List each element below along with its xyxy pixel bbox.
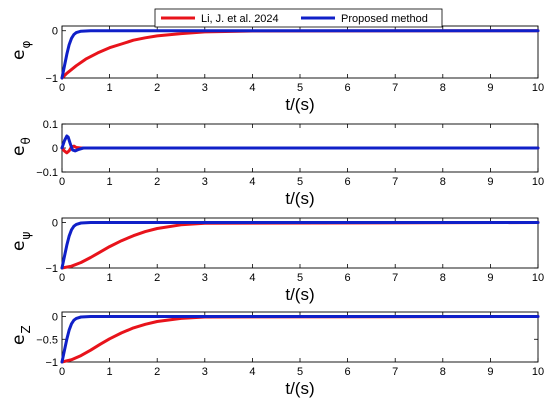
x-tick-label: 10 <box>532 272 544 284</box>
x-axis-label: t/(s) <box>285 285 314 304</box>
subplot-1: 0 1 2 3 4 5 6 7 8 9 100−1t/(s)eφ <box>9 25 544 114</box>
x-tick-label: 10 <box>532 366 544 378</box>
y-axis-label-main: e <box>9 241 29 251</box>
subplot-4: 0 1 2 3 4 5 6 7 8 9 10 0 −0.5 −1 t/(s) eZ <box>9 312 544 398</box>
series-line-proposed <box>60 221 540 270</box>
x-tick-label: 4 <box>249 366 255 378</box>
y-axis-label: eφ <box>9 41 33 60</box>
x-axis-label: t/(s) <box>285 95 314 114</box>
legend-entry-label: Proposed method <box>341 13 428 25</box>
x-tick-label: 6 <box>345 272 351 284</box>
x-tick-label: 2 <box>154 176 160 188</box>
y-axis-label: eψ <box>9 232 33 251</box>
legend: Li, J. et al. 2024 Proposed method <box>154 8 443 28</box>
x-tick-label: 1 <box>107 366 113 378</box>
x-tick-label: 5 <box>297 176 303 188</box>
subplot-2: 0 1 2 3 4 5 6 7 8 9 100.10−0.1t/(s)eθ <box>9 119 544 208</box>
y-axis-label-main: e <box>9 335 29 345</box>
y-axis-label-main: e <box>9 50 29 60</box>
y-tick-label: −0.1 <box>36 167 58 179</box>
x-tick-label: 4 <box>249 176 255 188</box>
y-tick-label: 0 <box>52 312 58 324</box>
y-tick-label: −1 <box>45 73 58 85</box>
x-tick-label: 5 <box>297 366 303 378</box>
y-axis-label-sub: φ <box>19 41 33 49</box>
subplot-3: 0 1 2 3 4 5 6 7 8 9 100−1t/(s)eψ <box>9 218 544 304</box>
y-tick-label: 0 <box>52 143 58 155</box>
series-line-li-2024 <box>60 315 540 364</box>
x-tick-label: 10 <box>532 176 544 188</box>
x-tick-label: 7 <box>392 82 398 94</box>
x-tick-label: 9 <box>487 176 493 188</box>
legend-box <box>154 8 443 28</box>
y-axis-label-main: e <box>9 146 29 156</box>
y-tick-label: −1 <box>45 263 58 275</box>
y-axis-label-sub: Z <box>19 325 33 333</box>
x-tick-label: 8 <box>440 272 446 284</box>
subplots: 0 1 2 3 4 5 6 7 8 9 100−1t/(s)eφ0 1 2 3 4 5 6 7 8 9 100.10−0… <box>9 25 544 398</box>
legend-entry-label: Li, J. et al. 2024 <box>201 13 279 25</box>
x-tick-label: 7 <box>392 272 398 284</box>
x-tick-label: 1 <box>107 176 113 188</box>
y-axis-label: eZ <box>9 325 33 345</box>
x-tick-label: 9 <box>487 366 493 378</box>
x-tick-label: 1 <box>107 82 113 94</box>
x-tick-label: 6 <box>345 366 351 378</box>
y-axis-label: eθ <box>9 137 33 156</box>
x-tick-label: 4 <box>249 82 255 94</box>
x-tick-label: 3 <box>202 272 208 284</box>
x-tick-label: 9 <box>487 82 493 94</box>
series-line-proposed <box>60 315 540 364</box>
x-tick-label: 2 <box>154 272 160 284</box>
x-tick-label: 3 <box>202 82 208 94</box>
x-tick-label: 3 <box>202 176 208 188</box>
x-tick-label: 3 <box>202 366 208 378</box>
x-axis-label: t/(s) <box>285 379 314 398</box>
series-line-proposed <box>60 29 540 80</box>
x-tick-label: 5 <box>297 82 303 94</box>
x-tick-label: 2 <box>154 366 160 378</box>
x-tick-label: 4 <box>249 272 255 284</box>
x-tick-label: 9 <box>487 272 493 284</box>
x-tick-label: 1 <box>107 272 113 284</box>
y-tick-label: −0.5 <box>36 334 58 346</box>
y-axis-label-sub: ψ <box>19 232 33 240</box>
x-tick-label: 5 <box>297 272 303 284</box>
x-tick-label: 7 <box>392 366 398 378</box>
x-tick-label: 7 <box>392 176 398 188</box>
x-tick-label: 0 <box>59 366 65 378</box>
x-tick-label: 8 <box>440 82 446 94</box>
x-tick-label: 6 <box>345 176 351 188</box>
series-line-li-2024 <box>60 221 540 270</box>
x-tick-label: 0 <box>59 176 65 188</box>
x-tick-label: 2 <box>154 82 160 94</box>
y-tick-label: 0.1 <box>43 119 58 131</box>
x-tick-label: 8 <box>440 176 446 188</box>
y-axis-label-sub: θ <box>19 137 33 144</box>
x-axis-label: t/(s) <box>285 189 314 208</box>
x-tick-label: 8 <box>440 366 446 378</box>
y-tick-label: 0 <box>52 218 58 230</box>
x-tick-label: 0 <box>59 82 65 94</box>
x-tick-label: 6 <box>345 82 351 94</box>
x-tick-label: 10 <box>532 82 544 94</box>
y-tick-label: −1 <box>45 357 58 369</box>
series-line-proposed <box>60 134 540 153</box>
x-tick-label: 0 <box>59 272 65 284</box>
y-tick-label: 0 <box>52 26 58 38</box>
